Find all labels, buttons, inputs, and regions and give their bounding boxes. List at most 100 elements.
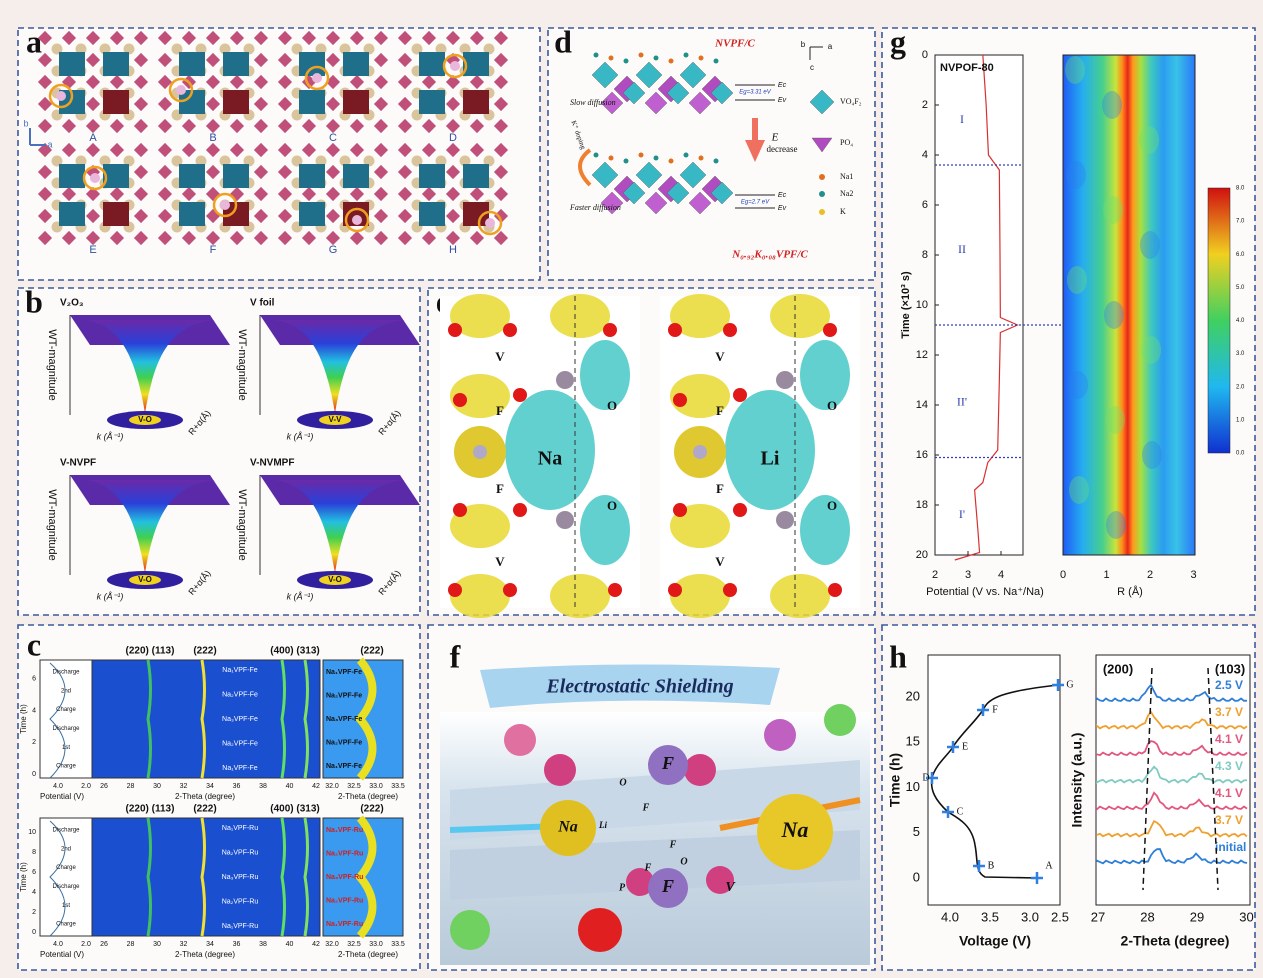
po4-unit <box>445 96 461 112</box>
po4-unit <box>301 30 317 46</box>
label: 27 <box>1091 909 1105 924</box>
xrd-heatmap <box>91 817 321 937</box>
na-atom <box>51 155 63 167</box>
na-atom <box>243 155 255 167</box>
na-atom <box>291 43 303 55</box>
po4-unit <box>493 96 509 112</box>
na-atom <box>411 43 423 55</box>
polyhedron <box>635 61 663 89</box>
po4-unit <box>469 74 485 90</box>
po4-unit <box>133 230 149 246</box>
label: V-NVMPF <box>250 458 294 469</box>
o-atom <box>828 583 842 597</box>
o-atom <box>668 583 682 597</box>
p-atom <box>776 371 794 389</box>
state-marker <box>973 860 985 872</box>
po4-unit <box>133 164 149 180</box>
atom <box>504 724 536 756</box>
state-marker <box>942 806 954 818</box>
vo-octahedron <box>59 52 85 76</box>
label: G <box>1066 679 1073 690</box>
label: V <box>715 349 725 364</box>
label: II' <box>957 394 967 408</box>
o-atom <box>673 393 687 407</box>
ion <box>653 155 659 161</box>
diffraction-line <box>200 817 206 937</box>
label: Ec <box>778 192 787 199</box>
label: V <box>725 880 736 895</box>
na-atom <box>123 43 135 55</box>
charge-cyan <box>580 340 630 410</box>
po4-unit <box>157 208 173 224</box>
o-atom <box>453 503 467 517</box>
label: 26 <box>100 783 108 790</box>
label: WT-magnitude <box>236 489 248 561</box>
label: 33.0 <box>369 941 383 948</box>
po4-unit <box>445 230 461 246</box>
label: I' <box>959 507 965 521</box>
po4-unit <box>493 52 509 68</box>
po4-unit <box>421 142 437 158</box>
doping-arrow <box>578 148 592 187</box>
k-atom <box>352 215 362 225</box>
label: 29 <box>1190 909 1204 924</box>
label: Potential (V) <box>40 792 84 801</box>
label: 1 <box>1103 569 1109 581</box>
label: 28 <box>127 783 135 790</box>
label: 32.0 <box>325 783 339 790</box>
po4-unit <box>421 118 437 134</box>
label: (200) <box>1103 661 1133 676</box>
charge-yellow <box>770 574 830 618</box>
voltage-profile <box>39 659 93 779</box>
vo-octahedron <box>299 164 325 188</box>
heat-blob <box>1106 511 1126 539</box>
label: (222) <box>360 646 383 657</box>
po4-unit <box>277 208 293 224</box>
o-atom <box>448 583 462 597</box>
na-atom <box>99 43 111 55</box>
label: k (Å⁻¹) <box>97 431 124 441</box>
label: 4 <box>32 707 36 714</box>
label: Discharge <box>52 670 80 676</box>
po4-unit <box>253 96 269 112</box>
po4-unit <box>373 30 389 46</box>
o-atom <box>513 503 527 517</box>
po4-unit <box>373 96 389 112</box>
vo-octahedron <box>223 52 249 76</box>
label: 30 <box>1239 909 1253 924</box>
na-atom <box>540 800 596 856</box>
po4-unit <box>493 164 509 180</box>
label: 30 <box>153 941 161 948</box>
label: Na₁VPF-Ru <box>326 827 363 834</box>
o-atom <box>733 503 747 517</box>
label: Faster diffusion <box>569 203 621 212</box>
curve-label: 4.1 V <box>1215 786 1243 800</box>
label: Na₂VPF-Ru <box>326 850 363 857</box>
label: 33.5 <box>391 941 405 948</box>
label: O <box>619 777 626 788</box>
site-ring <box>82 165 108 191</box>
label: 2 <box>922 99 928 111</box>
label: 20 <box>916 549 928 561</box>
charge-yellow <box>450 374 510 418</box>
label: 10 <box>916 299 928 311</box>
ion-core <box>693 445 707 459</box>
heat-blob <box>1069 476 1089 504</box>
po4-unit <box>325 30 341 46</box>
po4-unit <box>301 142 317 158</box>
label: Na₁VPF-Ru <box>326 921 363 928</box>
label: 16 <box>916 449 928 461</box>
wt-surface <box>275 480 405 573</box>
k-atom <box>450 61 460 71</box>
na-atom <box>411 155 423 167</box>
atom <box>544 754 576 786</box>
polyhedron <box>679 161 707 189</box>
po4-unit <box>349 186 365 202</box>
polyhedron <box>710 181 734 205</box>
label: 4.0 <box>53 783 63 790</box>
site-ring <box>344 207 370 233</box>
state-marker <box>1031 872 1043 884</box>
po4-unit <box>253 142 269 158</box>
legend-label: Na2 <box>840 189 853 198</box>
